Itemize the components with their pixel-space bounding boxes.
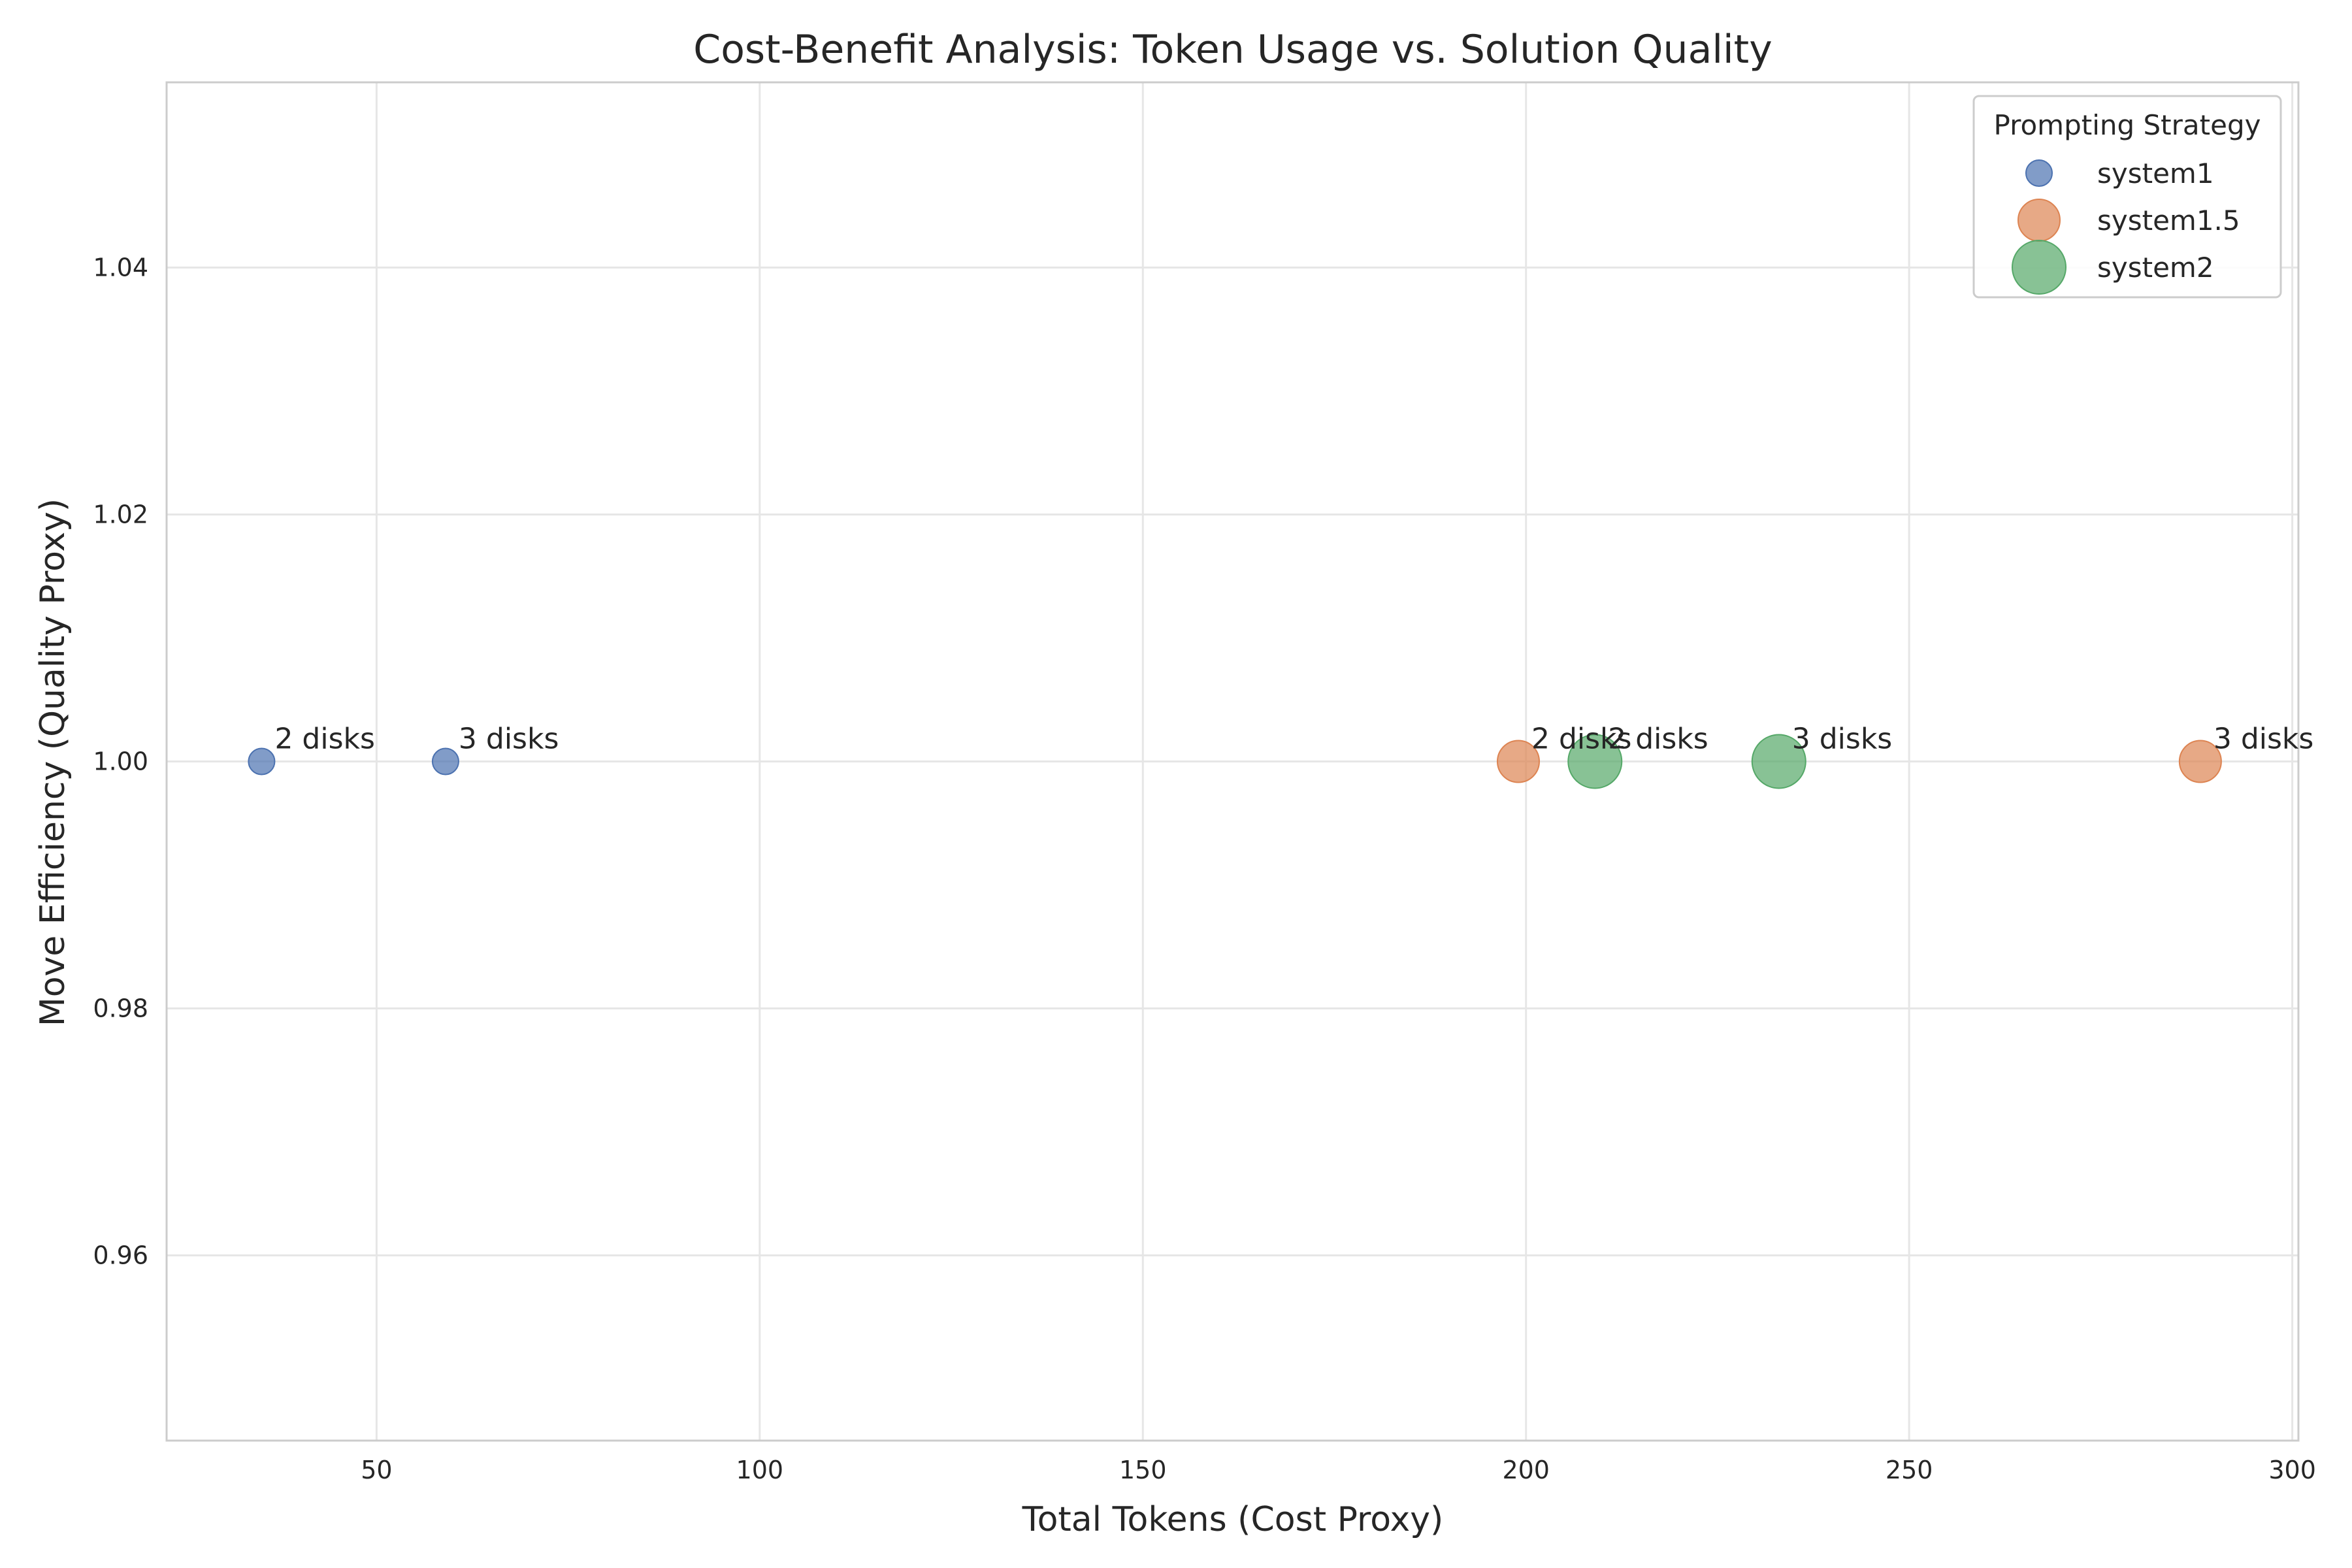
x-tick-label: 300 — [2268, 1456, 2316, 1484]
x-tick-label: 200 — [1502, 1456, 1550, 1484]
legend-label-system1.5: system1.5 — [2097, 204, 2240, 237]
point-label: 2 disks — [1531, 723, 1631, 756]
legend: Prompting Strategy system1system1.5syste… — [1972, 95, 2282, 299]
legend-label-system2: system2 — [2097, 252, 2214, 284]
y-tick-label: 0.96 — [93, 1241, 148, 1270]
legend-label-system1: system1 — [2097, 157, 2214, 189]
point-label: 2 disks — [1608, 723, 1708, 756]
legend-marker-system2 — [2012, 240, 2066, 295]
y-tick-label: 1.02 — [93, 500, 148, 529]
y-tick-label: 1.00 — [93, 747, 148, 776]
y-tick-label: 0.98 — [93, 994, 148, 1023]
point-system1-1 — [431, 747, 459, 776]
x-axis-label: Total Tokens (Cost Proxy) — [1022, 1500, 1444, 1539]
point-system1-0 — [248, 747, 276, 776]
legend-marker-system1 — [2025, 159, 2053, 187]
chart-title: Cost-Benefit Analysis: Token Usage vs. S… — [693, 27, 1772, 73]
point-labels: 2 disks 3 disks 2 disks 3 disks 2 disks 3 dis… — [274, 723, 2313, 756]
y-axis-ticks: 0.96 0.98 1.00 1.02 1.04 — [93, 253, 148, 1270]
x-tick-label: 150 — [1119, 1456, 1167, 1484]
legend-entries: system1 system1.5 system2 — [2012, 157, 2240, 295]
point-system1.5-0 — [1496, 740, 1540, 783]
grid — [167, 82, 2298, 1441]
point-system1.5-1 — [2178, 740, 2222, 783]
x-tick-label: 100 — [736, 1456, 784, 1484]
data-points — [248, 734, 2222, 789]
point-label: 2 disks — [274, 723, 374, 756]
point-label: 3 disks — [1792, 723, 1892, 756]
x-axis-ticks: 50 100 150 200 250 300 — [361, 1456, 2316, 1484]
legend-title: Prompting Strategy — [1994, 109, 2261, 141]
point-system2-0 — [1567, 734, 1623, 789]
point-label: 3 disks — [2213, 723, 2313, 756]
legend-marker-system1.5 — [2017, 199, 2061, 242]
x-tick-label: 50 — [361, 1456, 392, 1484]
y-tick-label: 1.04 — [93, 253, 148, 282]
point-system2-1 — [1751, 734, 1806, 789]
x-tick-label: 250 — [1886, 1456, 1933, 1484]
plot-area-frame — [165, 81, 2300, 1442]
point-label: 3 disks — [459, 723, 559, 756]
y-axis-label: Move Efficiency (Quality Proxy) — [33, 498, 73, 1026]
